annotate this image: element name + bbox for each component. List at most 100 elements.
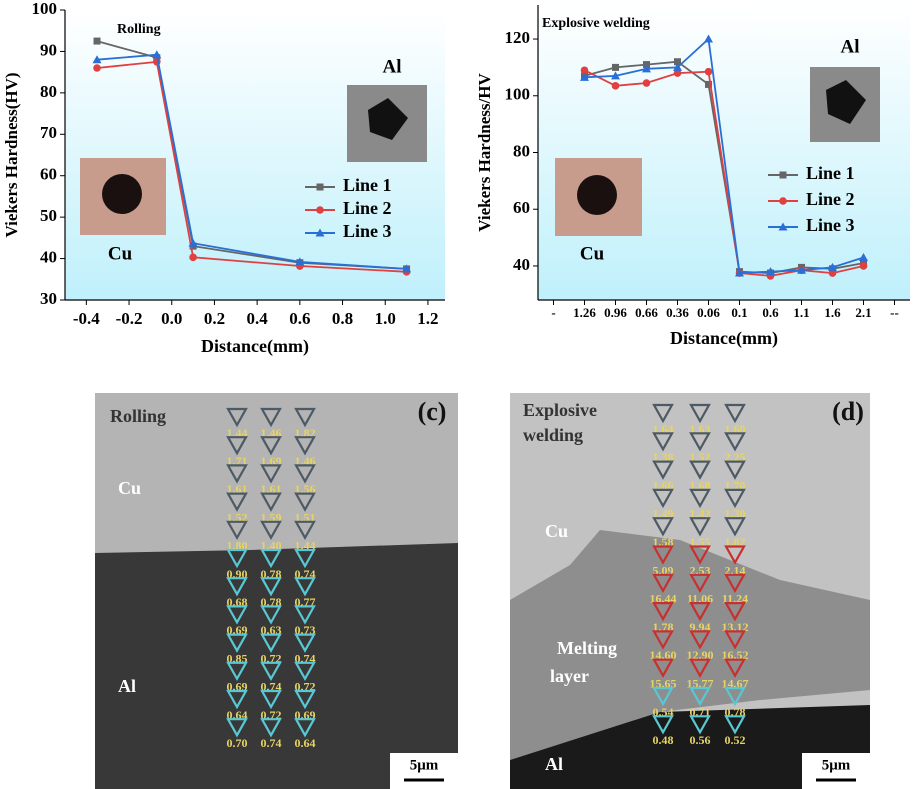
indent-marker — [226, 718, 248, 738]
micrograph-title: Explosive — [523, 400, 597, 420]
marker — [316, 183, 324, 191]
indent-marker — [652, 545, 674, 565]
indent-marker — [260, 520, 282, 541]
x-axis-label: Distance(mm) — [201, 336, 309, 357]
indent-marker — [226, 464, 248, 484]
y-tick-label: 30 — [40, 289, 57, 308]
legend-label: Line 1 — [806, 163, 855, 183]
series — [580, 34, 868, 277]
marker — [93, 37, 101, 45]
legend-label: Line 2 — [806, 189, 855, 209]
inset-cu — [80, 158, 166, 235]
y-axis-label: Viekers Hardness(HV) — [2, 72, 21, 237]
indent-marker — [294, 436, 316, 456]
marker — [766, 267, 775, 276]
indent-marker — [294, 520, 316, 541]
indent-marker — [689, 517, 711, 537]
indent-marker — [689, 658, 711, 678]
indent-marker — [226, 520, 248, 541]
indent-marker — [260, 661, 282, 682]
indent-marker — [294, 577, 316, 597]
title: Rolling — [117, 22, 161, 37]
marker — [642, 79, 651, 87]
micrograph-region — [510, 705, 870, 789]
region-label: Cu — [118, 478, 141, 498]
scale-label: 5μm — [822, 757, 851, 773]
marker — [779, 197, 787, 205]
indent-marker — [226, 661, 248, 682]
indent-marker — [260, 605, 282, 625]
indent-marker — [226, 436, 248, 456]
x-tick-label: 0.6 — [289, 309, 310, 328]
indent-marker — [260, 407, 282, 428]
indent-marker — [652, 715, 674, 735]
hardness-value: 0.74 — [261, 736, 282, 750]
marker — [673, 69, 682, 77]
indent-marker — [260, 577, 282, 597]
marker — [673, 62, 682, 71]
indent-marker — [652, 658, 674, 678]
inset-al — [810, 67, 880, 142]
scale-label: 5μm — [410, 757, 439, 773]
x-tick-label: 0.36 — [666, 305, 689, 320]
indent-marker — [724, 488, 746, 509]
marker — [402, 264, 412, 273]
title: Explosive welding — [542, 16, 650, 31]
indent-marker — [260, 492, 282, 512]
line — [584, 37, 864, 275]
marker — [92, 55, 102, 64]
y-tick-label: 60 — [513, 198, 530, 217]
x-tick-label: 2.1 — [855, 305, 871, 320]
y-tick-label: 80 — [40, 82, 57, 101]
indent-marker — [689, 630, 711, 650]
x-tick-label: 1.26 — [573, 305, 596, 320]
hardness-value: 0.70 — [227, 736, 248, 750]
indent-marker — [652, 488, 674, 509]
indent-marker — [260, 689, 282, 710]
scale-box — [802, 753, 870, 789]
region-label: Cu — [545, 521, 568, 541]
legend-label: Line 2 — [343, 198, 392, 218]
indent-marker — [294, 661, 316, 682]
indent-marker — [724, 602, 746, 622]
indent-marker — [294, 548, 316, 569]
indent-marker — [724, 715, 746, 735]
y-tick-label: 50 — [40, 206, 57, 225]
x-tick-label: 0.1 — [731, 305, 747, 320]
x-tick-label: 0.4 — [247, 309, 269, 328]
annotation: Cu — [108, 243, 133, 264]
indent-marker — [260, 718, 282, 738]
legend-label: Line 3 — [343, 221, 392, 241]
indent-marker — [226, 605, 248, 625]
annotation: Cu — [580, 243, 605, 264]
indent-marker — [652, 602, 674, 622]
indent-marker — [724, 432, 746, 452]
y-tick-label: 90 — [40, 40, 57, 59]
marker — [295, 257, 305, 266]
x-tick-label: -- — [890, 305, 899, 320]
marker — [189, 253, 197, 262]
y-tick-label: 60 — [40, 165, 57, 184]
y-tick-label: 40 — [40, 247, 57, 266]
indent-marker — [294, 718, 316, 738]
marker — [580, 66, 589, 75]
annotation: Al — [841, 36, 860, 57]
indent-marker — [226, 689, 248, 710]
marker — [611, 71, 620, 80]
marker — [828, 262, 837, 271]
scale-box — [390, 753, 458, 789]
marker — [828, 269, 837, 277]
region-label: Al — [545, 754, 563, 774]
hardness-value: 0.52 — [725, 733, 746, 747]
indent-marker — [724, 686, 746, 707]
indent-marker — [226, 492, 248, 512]
x-tick-label: -0.2 — [116, 309, 143, 328]
x-axis-label: Distance(mm) — [670, 328, 778, 349]
indent-marker — [226, 548, 248, 569]
indent-marker — [652, 517, 674, 537]
indent-marker — [652, 573, 674, 594]
indent-marker — [689, 432, 711, 452]
y-tick-label: 120 — [505, 28, 531, 47]
indent-marker — [652, 630, 674, 650]
